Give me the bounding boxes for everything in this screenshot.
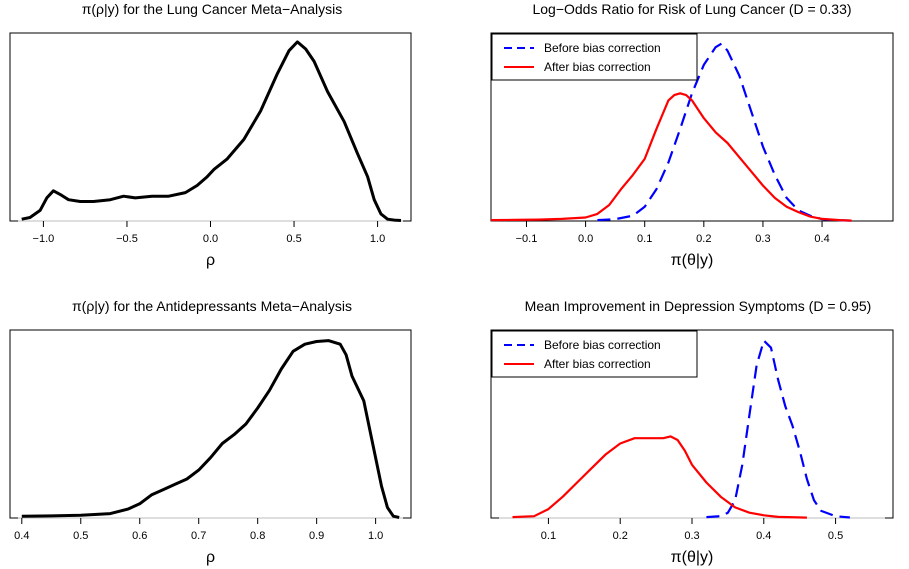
panel-2-x-tick-label: −0.1 <box>516 233 538 245</box>
panel-3-x-tick-label: 1.0 <box>368 530 383 542</box>
panel-2-plot-box <box>490 32 894 222</box>
panel-3-series-density-line <box>21 339 400 519</box>
panel-1-x-tick-label: 1.0 <box>370 233 385 245</box>
panel-4-title: Mean Improvement in Depression Symptoms … <box>525 298 872 314</box>
panel-1-x-tick-label: −1.0 <box>33 233 55 245</box>
panel-4-x-axis-label: π(θ|y) <box>671 549 714 566</box>
panel-3-x-tick-label: 0.4 <box>14 530 29 542</box>
panel-2-x-tick-label: 0.0 <box>578 233 593 245</box>
panel-3-x-tick-label: 0.7 <box>191 530 206 542</box>
panel-1-x-axis-label: ρ <box>206 252 215 269</box>
panel-3-x-tick-label: 0.6 <box>132 530 147 542</box>
panel-3-x-tick-label: 0.8 <box>250 530 265 542</box>
panel-2-legend-entry: After bias correction <box>544 60 651 74</box>
panel-4-x-tick-label: 0.2 <box>613 530 628 542</box>
panel-1-series-density-line <box>21 40 402 222</box>
panel-2-x-tick-label: 0.2 <box>696 233 711 245</box>
panel-2-legend-box <box>491 33 698 81</box>
panel-2-x-tick-label: 0.1 <box>637 233 652 245</box>
panel-1-plot-box <box>9 32 412 222</box>
panel-1-x-tick-label: 0.5 <box>286 233 301 245</box>
panel-2-legend-entry: Before bias correction <box>544 41 661 55</box>
panel-2-x-tick-label: 0.4 <box>814 233 829 245</box>
panel-4-x-tick-label: 0.1 <box>541 530 556 542</box>
panel-3-x-tick-label: 0.5 <box>73 530 88 542</box>
panel-2-series-after-bias-correction-line <box>490 92 852 222</box>
panel-4-series-after-bias-correction-line <box>512 435 807 519</box>
panel-4-legend-entry: After bias correction <box>544 357 651 371</box>
panel-3-x-axis-label: ρ <box>206 549 215 566</box>
panel-2-x-axis-label: π(θ|y) <box>671 252 714 269</box>
panel-4-x-tick-label: 0.3 <box>684 530 699 542</box>
panel-4-x-tick-label: 0.4 <box>756 530 771 542</box>
panel-4-series-before-bias-correction-line <box>706 339 850 519</box>
panel-2-x-tick-label: 0.3 <box>755 233 770 245</box>
panel-1-title: π(ρ|y) for the Lung Cancer Meta−Analysis <box>82 1 343 17</box>
panel-1-x-tick-label: −0.5 <box>116 233 138 245</box>
panel-3-title: π(ρ|y) for the Antidepressants Meta−Anal… <box>72 298 352 314</box>
panel-1-x-tick-label: 0.0 <box>203 233 218 245</box>
panel-4-x-tick-label: 0.5 <box>828 530 843 542</box>
panel-2-title: Log−Odds Ratio for Risk of Lung Cancer (… <box>532 1 851 17</box>
panel-4-legend-box <box>491 330 698 378</box>
panel-3-x-tick-label: 0.9 <box>309 530 324 542</box>
panel-2-series-before-bias-correction-line <box>597 42 852 222</box>
panel-4-legend-entry: Before bias correction <box>544 338 661 352</box>
panel-3-plot-box <box>9 329 412 519</box>
